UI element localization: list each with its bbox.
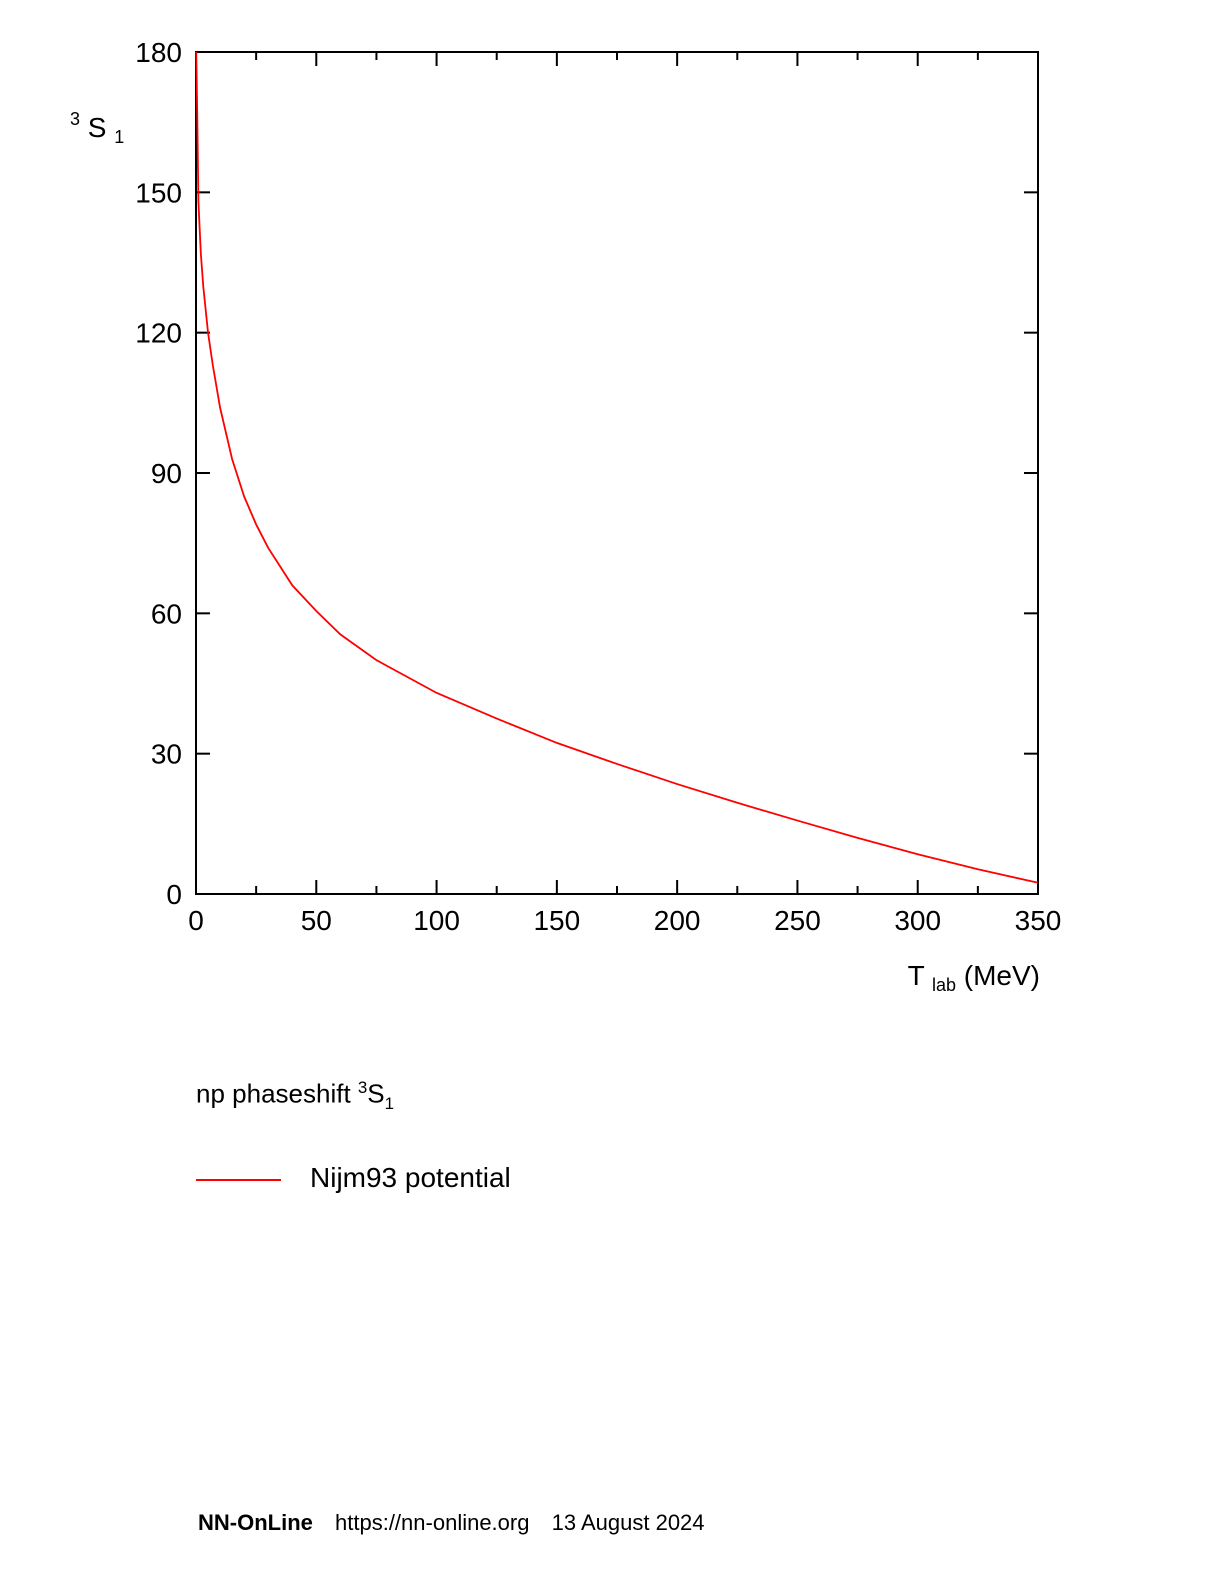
y-tick-label: 30 <box>151 739 182 770</box>
x-tick-label: 0 <box>188 905 204 936</box>
plot-frame <box>195 51 1039 895</box>
y-tick-label: 120 <box>135 318 182 349</box>
x-tick-labels: 0 50 100 150 200 250 300 350 <box>188 905 1061 936</box>
footer-brand: NN-OnLine <box>198 1510 313 1535</box>
x-tick-label: 300 <box>894 905 941 936</box>
x-tick-label: 350 <box>1015 905 1062 936</box>
y-tick-label: 60 <box>151 598 182 629</box>
y-tick-label: 150 <box>135 177 182 208</box>
y-tick-label: 180 <box>135 37 182 68</box>
x-axis-label-sub: lab <box>932 975 956 995</box>
x-tick-label: 100 <box>413 905 460 936</box>
x-tick-label: 50 <box>301 905 332 936</box>
footer: NN-OnLine https://nn-online.org 13 Augus… <box>198 1510 721 1536</box>
x-tick-label: 200 <box>654 905 701 936</box>
caption-sup: 3 <box>357 1078 368 1097</box>
series-line-nijm93 <box>195 51 1039 884</box>
y-axis-label-sup: 3 <box>70 109 80 129</box>
legend-label: Nijm93 potential <box>310 1162 511 1193</box>
phaseshift-chart: 0 50 100 150 200 250 300 350 0 30 60 90 120 150 180 3… <box>70 37 1061 997</box>
axis-ticks <box>195 51 1039 895</box>
y-axis-label-sub: 1 <box>114 127 124 147</box>
caption-main: S <box>367 1078 385 1109</box>
legend-swatch <box>196 1179 281 1181</box>
x-axis-label-main: T <box>908 960 925 991</box>
x-tick-label: 150 <box>533 905 580 936</box>
caption-prefix: np phaseshift <box>196 1078 358 1109</box>
footer-date: 13 August 2024 <box>551 1510 705 1535</box>
x-tick-label: 250 <box>774 905 821 936</box>
footer-url: https://nn-online.org <box>335 1510 530 1535</box>
y-tick-label: 0 <box>166 879 182 910</box>
y-axis-label-main: S <box>88 112 107 143</box>
chart-caption: np phaseshift 3S1 <box>196 1078 394 1114</box>
x-axis-label-unit: (MeV) <box>964 960 1040 991</box>
y-tick-labels: 0 30 60 90 120 150 180 <box>135 37 182 910</box>
y-tick-label: 90 <box>151 458 182 489</box>
x-axis-label: T lab (MeV) <box>908 960 1040 997</box>
caption-sub: 1 <box>384 1093 395 1113</box>
y-axis-label: 3 S 1 <box>70 100 124 147</box>
